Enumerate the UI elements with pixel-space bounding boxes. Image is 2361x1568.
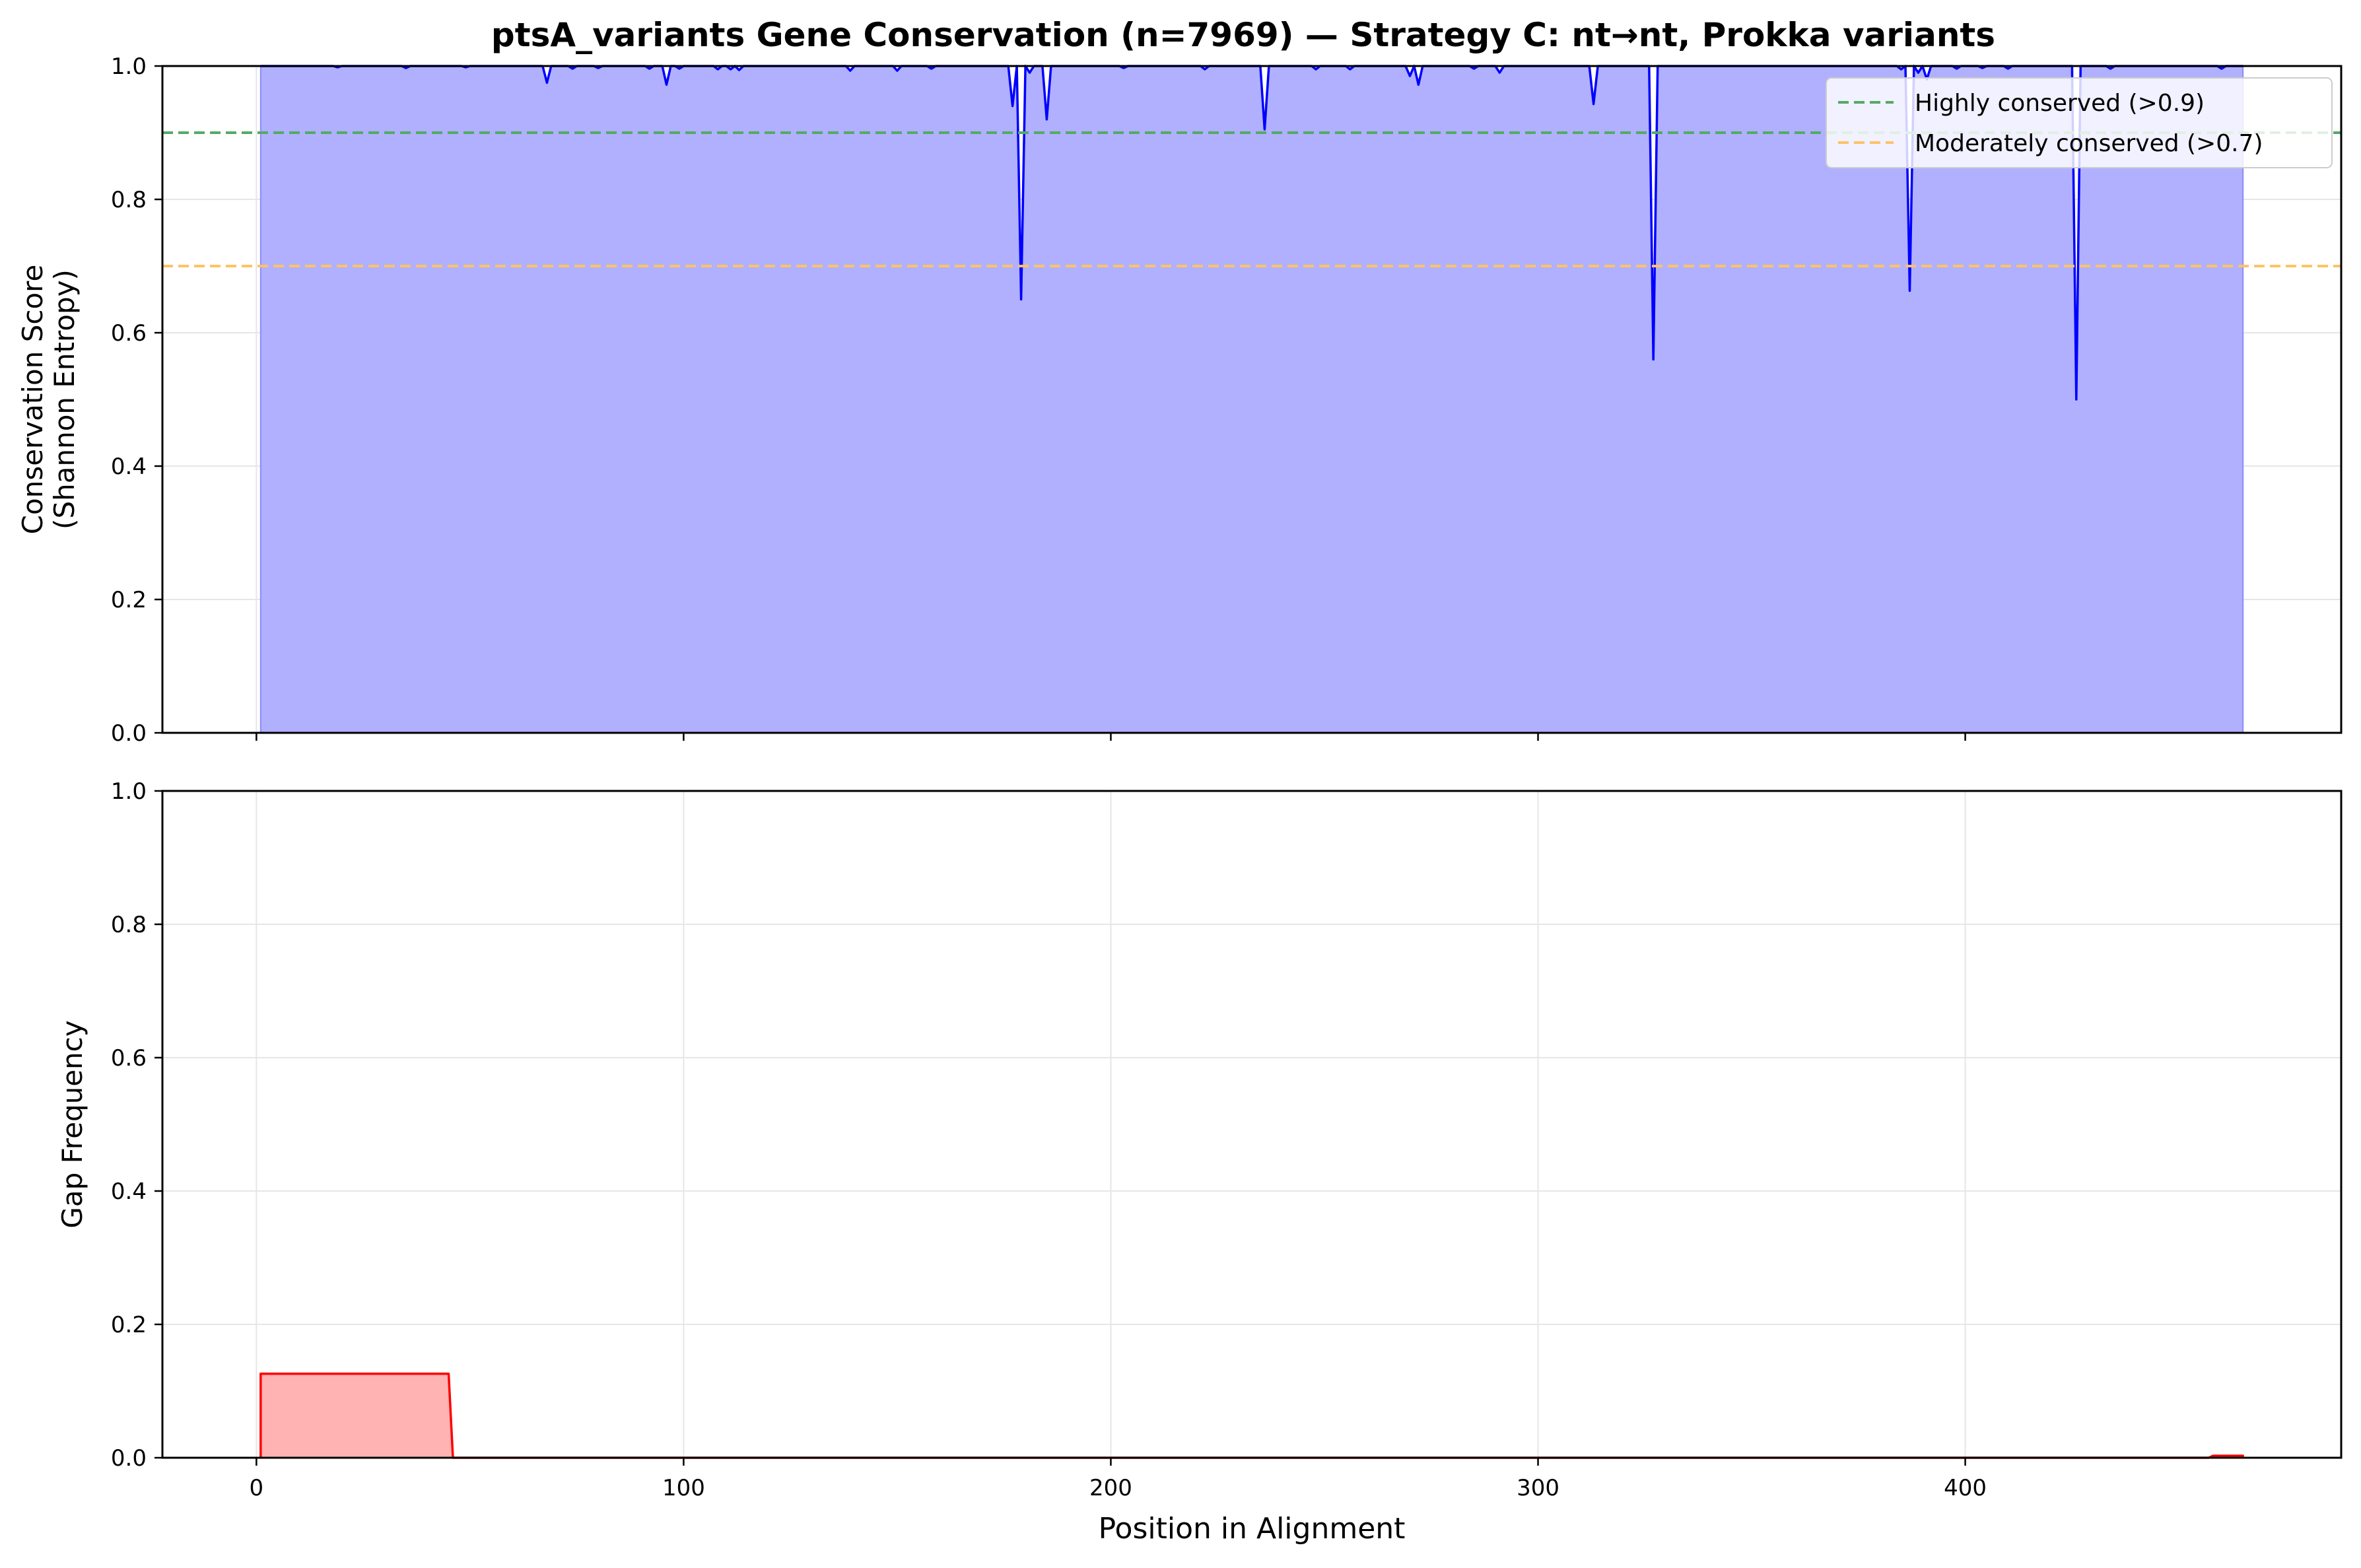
gap-line xyxy=(261,1374,2243,1458)
legend: Highly conserved (>0.9) Moderately conser… xyxy=(1826,78,2332,168)
x-tick-label: 0 xyxy=(250,1475,264,1501)
y-tick-label: 0.2 xyxy=(111,1312,147,1338)
legend-high-label: Highly conserved (>0.9) xyxy=(1915,90,2205,117)
y-tick-label: 1.0 xyxy=(111,778,147,805)
figure-title: ptsA_variants Gene Conservation (n=7969)… xyxy=(491,16,1995,54)
gap-area xyxy=(261,1374,2243,1458)
y-axis-label-line-2: (Shannon Entropy) xyxy=(48,269,81,529)
axes-frame xyxy=(162,791,2341,1458)
y-tick-label: 0.0 xyxy=(111,720,147,747)
conservation-panel: Highly conserved (>0.9) Moderately conser… xyxy=(17,53,2341,747)
y-tick-label: 1.0 xyxy=(111,53,147,80)
x-axis-label: Position in Alignment xyxy=(1099,1512,1406,1546)
x-tick-label: 100 xyxy=(662,1475,705,1501)
y-tick-label: 0.0 xyxy=(111,1445,147,1472)
x-tick-label: 300 xyxy=(1517,1475,1559,1501)
y-tick-label: 0.2 xyxy=(111,587,147,613)
y-tick-label: 0.6 xyxy=(111,320,147,347)
x-tick-label: 400 xyxy=(1944,1475,1987,1501)
legend-moderate-label: Moderately conserved (>0.7) xyxy=(1915,130,2263,157)
y-axis-label: Gap Frequency xyxy=(56,1020,88,1228)
y-tick-label: 0.4 xyxy=(111,454,147,480)
y-tick-label: 0.4 xyxy=(111,1178,147,1205)
x-tick-label: 200 xyxy=(1089,1475,1132,1501)
gap-frequency-panel: 0.0 0.2 0.4 0.6 0.8 1.0 0 100 200 300 400 Gap Frequ… xyxy=(56,778,2341,1546)
y-tick-label: 0.8 xyxy=(111,912,147,938)
y-tick-label: 0.8 xyxy=(111,187,147,213)
y-tick-label: 0.6 xyxy=(111,1045,147,1072)
y-axis-label-line-1: Conservation Score xyxy=(17,265,49,535)
